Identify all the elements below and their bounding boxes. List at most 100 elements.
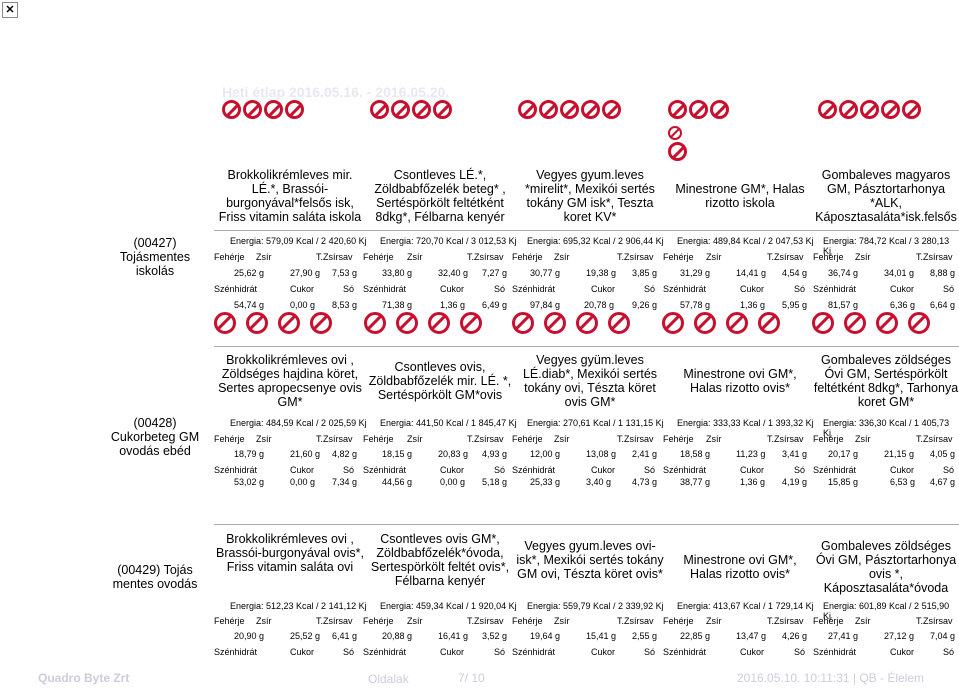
energy-value: Energia: 579,09 Kcal / 2 420,60 Kj — [230, 236, 367, 246]
allergen-icon — [902, 100, 921, 119]
energy-value: Energia: 720,70 Kcal / 3 012,53 Kj — [380, 236, 517, 246]
allergen-icon — [512, 312, 534, 334]
allergen-icon — [758, 312, 780, 334]
allergen-icon — [391, 100, 410, 119]
header-feherje: Fehérje — [663, 252, 694, 262]
allergen-icon — [278, 312, 300, 334]
divider — [214, 346, 959, 347]
header-szenhidrat: Szénhidrát — [214, 647, 258, 657]
value: 7,53 g — [332, 268, 358, 278]
header-szenhidrat: Szénhidrát — [363, 284, 407, 294]
meal-text: Gombaleves zöldséges Óvi GM, Pásztortarh… — [815, 539, 957, 595]
value: 3,41 g — [782, 449, 808, 459]
nutrient-header-row: Fehérje Zsír T.Zsírsav Fehérje Zsír T.Zs… — [214, 252, 959, 264]
value: 0,00 g — [290, 477, 316, 487]
value: 20,78 g — [584, 300, 615, 310]
value: 5,18 g — [482, 477, 508, 487]
value: 36,74 g — [828, 268, 859, 278]
allergen-icon — [844, 312, 866, 334]
value: 8,88 g — [930, 268, 956, 278]
wheat-icon — [668, 142, 687, 161]
header-feherje: Fehérje — [363, 434, 394, 444]
value: 21,60 g — [290, 449, 321, 459]
value: 6,53 g — [890, 477, 916, 487]
meal-text: Gombaleves zöldséges Óvi GM, Sertéspörkö… — [813, 353, 959, 409]
value: 4,26 g — [782, 631, 808, 641]
value: 25,52 g — [290, 631, 321, 641]
value: 21,15 g — [884, 449, 915, 459]
allergen-icon — [243, 100, 262, 119]
allergen-icon — [364, 312, 386, 334]
header-feherje: Fehérje — [214, 616, 245, 626]
allergen-icon — [860, 100, 879, 119]
allergen-icon — [246, 312, 268, 334]
allergen-icon — [370, 100, 389, 119]
value: 2,55 g — [632, 631, 658, 641]
allergen-icon — [881, 100, 900, 119]
energy-value: Energia: 559,79 Kcal / 2 339,92 Kj — [527, 601, 664, 611]
header-so: Só — [644, 284, 656, 294]
value: 13,08 g — [586, 449, 617, 459]
value: 1,36 g — [740, 300, 766, 310]
allergen-icon — [396, 312, 418, 334]
allergen-icons — [512, 312, 630, 334]
value: 53,02 g — [234, 477, 265, 487]
header-cukor: Cukor — [740, 647, 765, 657]
value: 20,88 g — [382, 631, 413, 641]
allergen-icon — [908, 312, 930, 334]
value: 4,82 g — [332, 449, 358, 459]
header-zsir: Zsír — [256, 616, 272, 626]
header-feherje: Fehérje — [512, 252, 543, 262]
allergen-icons-top — [222, 100, 304, 119]
header-so: Só — [794, 647, 806, 657]
header-zsir: Zsír — [554, 434, 570, 444]
wheat-icon-row — [668, 142, 687, 161]
header-cukor: Cukor — [290, 465, 315, 475]
group-label: (00428) Cukorbeteg GM ovodás ebéd — [110, 416, 200, 458]
header-tzsirsav: T.Zsírsav — [467, 616, 504, 626]
value: 57,78 g — [680, 300, 711, 310]
header-feherje: Fehérje — [363, 616, 394, 626]
header-zsir: Zsír — [256, 434, 272, 444]
footer-company: Quadro Byte Zrt — [38, 671, 130, 685]
energy-value: Energia: 270,61 Kcal / 1 131,15 Kj — [527, 418, 664, 428]
header-zsir: Zsír — [407, 616, 423, 626]
footer-page-number: 7/ 10 — [458, 671, 485, 685]
allergen-icon — [668, 126, 682, 140]
title-band — [214, 80, 959, 102]
group-label: (00427) Tojásmentes iskolás — [119, 236, 191, 278]
allergen-icons-top — [518, 100, 621, 119]
header-szenhidrat: Szénhidrát — [813, 647, 857, 657]
value: 7,27 g — [482, 268, 508, 278]
energy-value: Energia: 413,67 Kcal / 1 729,14 Kj — [677, 601, 814, 611]
allergen-icon — [608, 312, 630, 334]
value: 6,36 g — [890, 300, 916, 310]
allergen-icon — [544, 312, 566, 334]
header-szenhidrat: Szénhidrát — [214, 465, 258, 475]
allergen-icons — [662, 312, 780, 334]
header-tzsirsav: T.Zsírsav — [467, 252, 504, 262]
header-tzsirsav: T.Zsírsav — [916, 252, 953, 262]
nutrient-header-row: Szénhidrát Cukor Só Szénhidrát Cukor Só … — [214, 465, 959, 477]
value: 25,62 g — [234, 268, 265, 278]
value: 31,29 g — [680, 268, 711, 278]
value: 19,38 g — [586, 268, 617, 278]
nutrient-header-row: Szénhidrát Cukor Só Szénhidrát Cukor Só … — [214, 647, 959, 659]
value: 11,23 g — [736, 449, 766, 459]
value: 15,85 g — [828, 477, 859, 487]
header-so: Só — [943, 465, 955, 475]
header-cukor: Cukor — [890, 284, 915, 294]
header-szenhidrat: Szénhidrát — [512, 465, 556, 475]
nutrient-header-row: Fehérje Zsír T.Zsírsav Fehérje Zsír T.Zs… — [214, 434, 959, 446]
allergen-icon — [285, 100, 304, 119]
header-szenhidrat: Szénhidrát — [512, 647, 556, 657]
meal-text: Csontleves ovis GM*, Zöldbabfőzelék*óvod… — [370, 532, 510, 588]
close-icon[interactable]: ✕ — [2, 2, 18, 18]
value: 34,01 g — [884, 268, 915, 278]
meal-text: Brokkolikrémleves mir. LÉ.*, Brassói-bur… — [218, 168, 362, 224]
meal-text: Csontleves LÉ.*, Zöldbabfőzelék beteg* ,… — [374, 168, 506, 224]
value: 4,05 g — [930, 449, 956, 459]
header-so: Só — [794, 465, 806, 475]
allergen-icon — [518, 100, 537, 119]
energy-value: Energia: 784,72 Kcal / 3 280,13 Kj — [823, 236, 950, 256]
